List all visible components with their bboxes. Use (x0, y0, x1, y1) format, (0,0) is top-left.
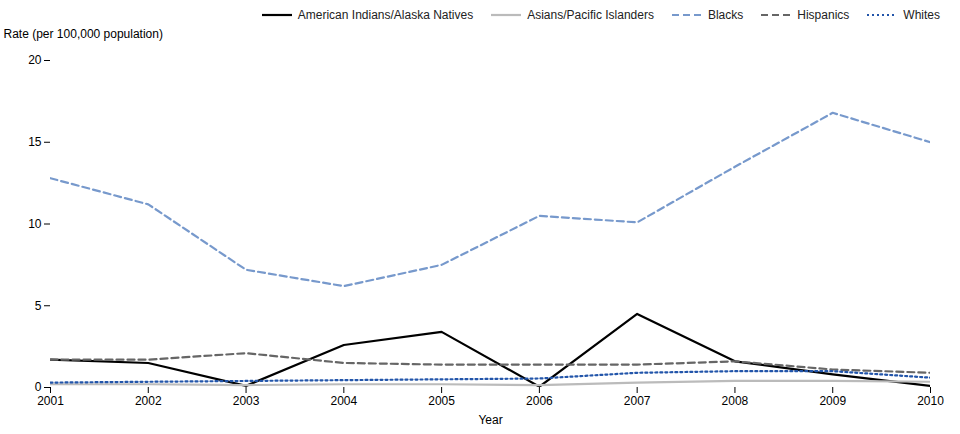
svg-text:2003: 2003 (233, 394, 260, 408)
html-text:Asians/Pacific Islanders: Asians/Pacific Islanders (527, 8, 654, 22)
svg-text:2005: 2005 (428, 394, 455, 408)
svg-text:2010: 2010 (917, 394, 944, 408)
html-text:Blacks: Blacks (707, 8, 744, 22)
svg-text:20: 20 (28, 53, 42, 67)
svg-text:Year: Year (478, 413, 502, 427)
html-text:American Indians/Alaska Native: American Indians/Alaska Natives (297, 8, 474, 22)
svg-text:2004: 2004 (330, 394, 357, 408)
svg-text:2002: 2002 (135, 394, 162, 408)
svg-text:15: 15 (28, 135, 42, 149)
svg-text:2006: 2006 (526, 394, 553, 408)
svg-text:Rate (per 100,000 population): Rate (per 100,000 population) (4, 27, 163, 41)
svg-text:2008: 2008 (722, 394, 749, 408)
svg-text:5: 5 (35, 299, 42, 313)
svg-text:2001: 2001 (37, 394, 64, 408)
svg-text:10: 10 (28, 217, 42, 231)
html-text:Whites: Whites (903, 8, 940, 22)
html-text:Hispanics: Hispanics (797, 8, 850, 22)
svg-text:2009: 2009 (819, 394, 846, 408)
svg-text:0: 0 (35, 380, 42, 394)
svg-text:2007: 2007 (624, 394, 651, 408)
